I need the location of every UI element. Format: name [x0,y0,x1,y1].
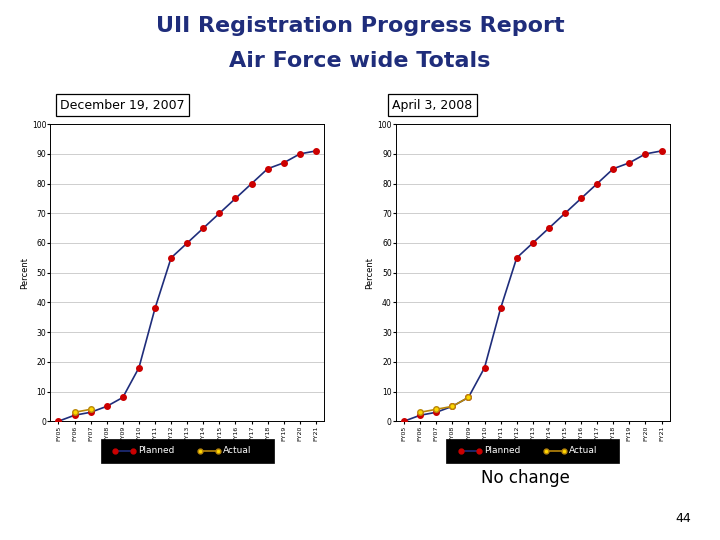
Text: Planned: Planned [484,447,521,455]
Text: Actual: Actual [223,447,252,455]
Text: Air Force wide Totals: Air Force wide Totals [229,51,491,71]
Y-axis label: Percent: Percent [366,256,374,289]
Text: Planned: Planned [138,447,175,455]
Y-axis label: Percent: Percent [20,256,29,289]
Text: 44: 44 [675,512,691,525]
Text: No change: No change [481,469,570,487]
Text: December 19, 2007: December 19, 2007 [60,99,185,112]
Text: UII Registration Progress Report: UII Registration Progress Report [156,16,564,36]
Text: Actual: Actual [569,447,598,455]
Text: April 3, 2008: April 3, 2008 [392,99,472,112]
